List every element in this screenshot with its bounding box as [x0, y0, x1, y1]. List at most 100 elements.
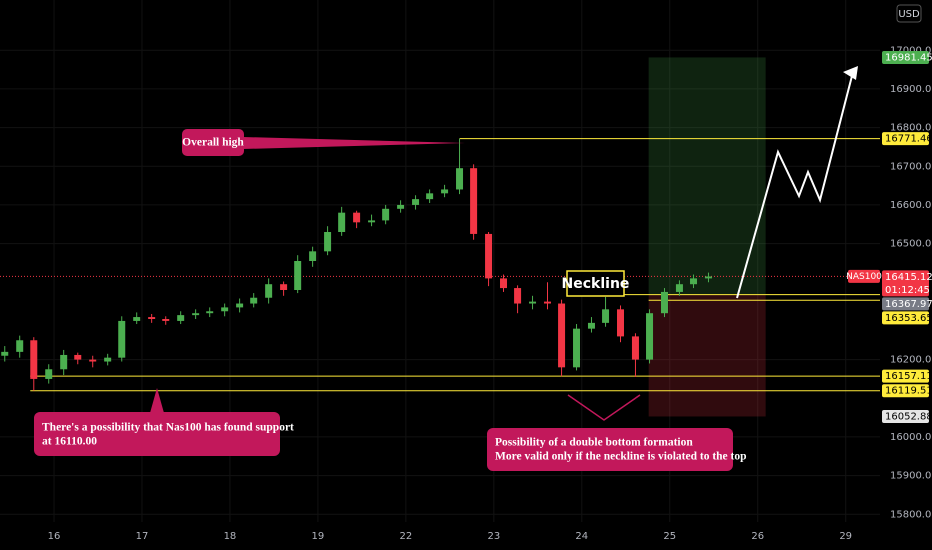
y-tick-label: 15800.00 — [890, 509, 932, 520]
candle-body — [280, 284, 288, 290]
candle-body — [104, 357, 112, 362]
callout-text: Possibility of a double bottom formation — [495, 437, 693, 449]
candle-body — [382, 208, 390, 221]
price-tag — [882, 50, 929, 64]
candle-body — [397, 204, 405, 209]
candle-body — [558, 303, 566, 368]
price-tag-label: 16771.46 — [885, 134, 932, 145]
candle-body — [456, 168, 464, 190]
y-tick-label: 16700.00 — [890, 161, 932, 172]
candle-body — [60, 354, 68, 370]
candle-body — [543, 301, 551, 304]
callout-pointer — [243, 137, 465, 149]
price-tag-label: 16367.97 — [885, 299, 932, 310]
y-tick-label: 16800.00 — [890, 123, 932, 134]
candle-body — [470, 168, 478, 234]
candle-body — [631, 336, 639, 360]
x-tick-label: 22 — [400, 531, 413, 542]
price-tag-label: 01:12:45 — [885, 285, 930, 296]
price-tag — [882, 132, 929, 146]
candle-body — [353, 212, 361, 223]
candle-body — [573, 328, 581, 368]
x-tick-label: 17 — [136, 531, 149, 542]
candle-body — [265, 284, 273, 298]
candle-body — [206, 311, 214, 314]
candle-body — [309, 251, 317, 261]
candle-body — [368, 220, 376, 223]
candle-body — [30, 340, 38, 379]
candle-body — [485, 233, 493, 279]
callout-text: at 16110.00 — [42, 436, 97, 448]
y-tick-label: 16600.00 — [890, 200, 932, 211]
callout-box — [487, 428, 733, 471]
candles — [1, 138, 712, 391]
price-lines — [0, 138, 880, 392]
price-tag-label: 16415.12 — [885, 272, 932, 283]
candle-body — [74, 354, 82, 360]
y-tick-label: 16500.00 — [890, 239, 932, 250]
price-tag-label: 16353.65 — [885, 313, 932, 324]
candle-body — [177, 315, 185, 321]
price-axis: 17000.00 16900.00 16800.00 16700.00 16600.00… — [48, 45, 932, 542]
candle-body — [617, 309, 625, 337]
candle-body — [529, 301, 537, 304]
price-tag-label: 16157.11 — [885, 371, 932, 382]
candle-body — [500, 278, 508, 289]
candle-body — [441, 189, 449, 194]
price-tag — [882, 311, 929, 325]
x-tick-label: 23 — [487, 531, 500, 542]
y-tick-label: 16200.00 — [890, 355, 932, 366]
neckline-label-box — [566, 270, 625, 297]
candle-body — [294, 261, 302, 290]
neckline-label: Neckline — [562, 276, 630, 292]
candle-body — [660, 291, 668, 314]
candle-body — [338, 212, 346, 232]
position-tool — [648, 57, 766, 417]
grid — [0, 0, 880, 522]
callout-pointer — [150, 388, 164, 413]
candle-body — [412, 199, 420, 205]
x-tick-label: 29 — [839, 531, 852, 542]
stop-zone — [648, 294, 766, 417]
candle-body — [602, 309, 610, 323]
price-tag-label: 16119.51 — [885, 386, 932, 397]
callout-box — [34, 412, 280, 456]
candle-body — [221, 307, 229, 312]
candle-body — [148, 317, 156, 319]
x-tick-label: 18 — [224, 531, 237, 542]
x-tick-label: 19 — [312, 531, 325, 542]
candle-body — [89, 359, 97, 362]
price-tag — [882, 369, 929, 383]
price-tag-label: 16052.88 — [885, 411, 932, 422]
annotations: Overall high Neckline There's a possibil… — [34, 66, 858, 471]
y-tick-label: 16000.00 — [890, 432, 932, 443]
candle-body — [426, 193, 434, 200]
candle-body — [1, 351, 9, 356]
y-tick-label: 17000.00 — [890, 45, 932, 56]
candle-body — [250, 297, 258, 304]
candle-body — [704, 276, 712, 279]
currency-label: USD — [898, 9, 920, 20]
price-tag — [882, 297, 929, 311]
symbol-tag — [848, 269, 880, 283]
price-tag-label: 16981.45 — [885, 52, 932, 63]
candle-body — [646, 313, 654, 360]
candle-body — [675, 284, 683, 292]
candle-body — [16, 340, 24, 352]
callout-lines — [567, 394, 641, 421]
symbol-tag-label: NAS100 — [846, 272, 882, 282]
projection-arrowhead — [843, 66, 858, 80]
candle-body — [192, 313, 200, 316]
candle-body — [690, 278, 698, 285]
candle-body — [587, 322, 595, 329]
candle-body — [324, 232, 332, 252]
callout-text: More valid only if the neckline is viola… — [495, 451, 747, 463]
candle-body — [45, 369, 53, 379]
x-tick-label: 25 — [663, 531, 676, 542]
callout-text: Overall high — [182, 137, 244, 149]
candle-body — [162, 319, 170, 321]
callout-box — [182, 129, 244, 156]
x-tick-label: 26 — [751, 531, 764, 542]
target-zone — [648, 57, 766, 295]
